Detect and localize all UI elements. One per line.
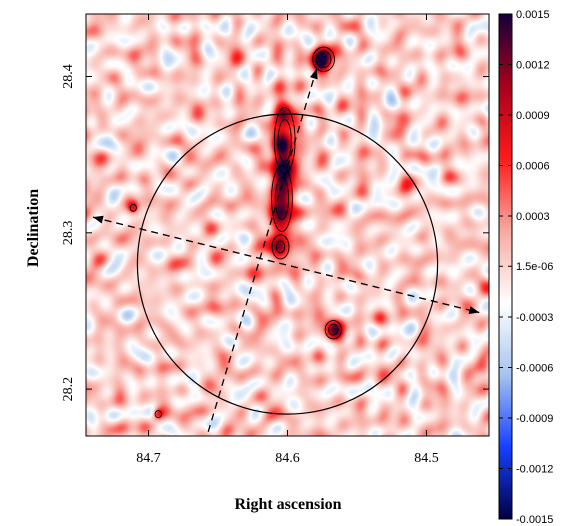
colorbar-ticks: 0.0015 0.0012 0.0009 0.0006 0.0003 1.5e-06 -0.…	[499, 9, 553, 526]
x-axis-title: Right ascension	[234, 496, 341, 513]
colorbar-tick-label: -0.0009	[516, 413, 553, 425]
x-tick-label: 84.7	[136, 451, 161, 466]
colorbar-tick-label: 0.0012	[516, 60, 550, 72]
axis-ticks: 84.7 84.6 84.5 28.4 28.3 28.2	[61, 14, 489, 466]
contour-line	[315, 50, 332, 69]
heatmap-layer	[86, 14, 489, 436]
dashed-arrow-line	[92, 216, 480, 314]
contour-layer	[129, 46, 342, 419]
contour-line	[275, 240, 286, 254]
colorbar-tick-label: -0.0003	[516, 312, 553, 324]
y-tick-label: 28.3	[61, 221, 76, 246]
contour-line	[312, 46, 335, 72]
contour-line	[324, 320, 342, 340]
colorbar-tick-label: 0.0003	[516, 211, 550, 223]
contour-line	[271, 234, 290, 260]
heatmap-image	[86, 14, 489, 436]
overlay-layer	[92, 68, 480, 436]
arrow-head	[92, 215, 104, 224]
x-tick-label: 84.6	[275, 451, 300, 466]
colorbar-tick-label: -0.0015	[516, 514, 553, 526]
x-tick-label: 84.5	[414, 451, 439, 466]
colorbar-tick-label: 0.0015	[516, 9, 550, 21]
y-axis-title: Declination	[25, 189, 42, 267]
arrow-head	[468, 306, 480, 315]
y-tick-label: 28.2	[61, 377, 76, 402]
y-tick-label: 28.4	[61, 64, 76, 89]
colorbar-tick-label: -0.0006	[516, 363, 553, 375]
contour-line	[271, 164, 293, 232]
contour-line	[129, 203, 137, 212]
colorbar-tick-label: 0.0009	[516, 110, 550, 122]
contour-line	[277, 119, 292, 163]
contour-line	[274, 176, 289, 220]
region-circle	[136, 113, 439, 415]
arrow-head	[309, 68, 318, 80]
colorbar-tick-label: 0.0006	[516, 161, 550, 173]
colorbar-tick-label: -0.0012	[516, 464, 553, 476]
contour-line	[328, 323, 339, 336]
colorbar-tick-label: 1.5e-06	[516, 261, 553, 273]
contour-line	[154, 410, 162, 419]
